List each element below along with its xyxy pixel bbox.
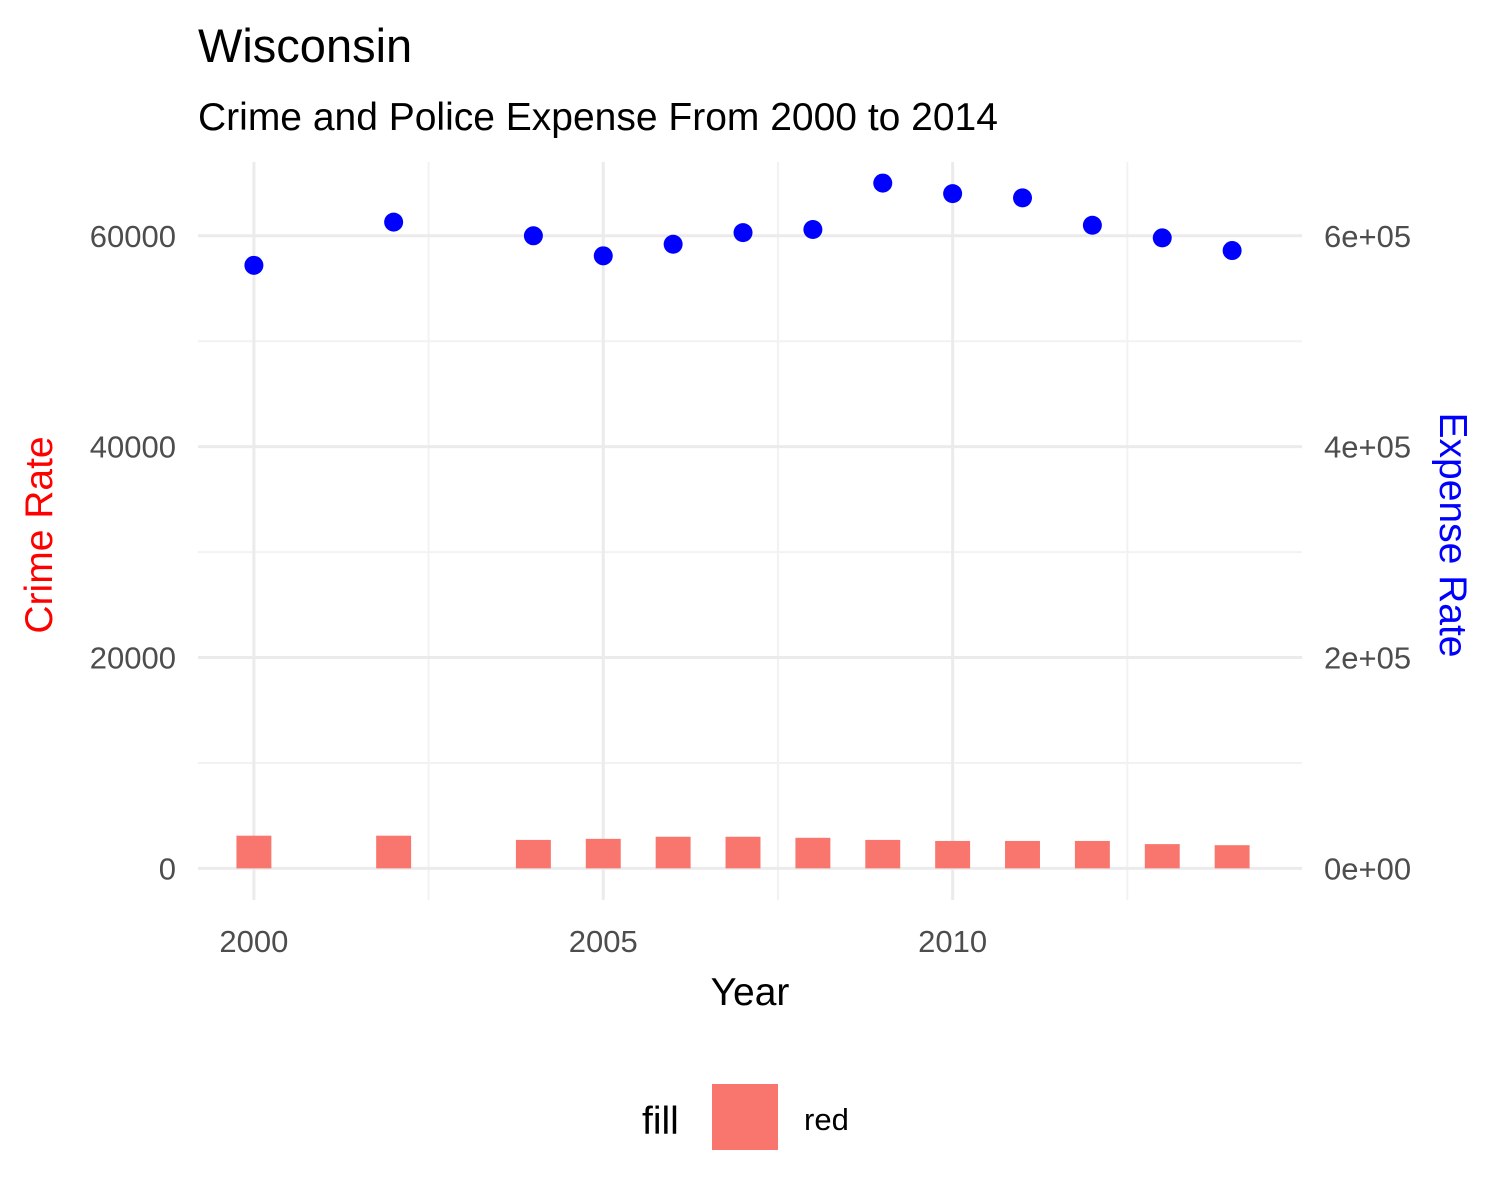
- x-tick-label: 2000: [219, 924, 288, 959]
- y-tick-labels: 0 20000 40000 60000: [90, 219, 176, 887]
- chart-subtitle: Crime and Police Expense From 2000 to 20…: [198, 96, 998, 139]
- x-tick-labels: 2000 2005 2010: [219, 924, 987, 959]
- y2-tick-label: 0e+00: [1324, 851, 1411, 886]
- expense-point: [1222, 241, 1242, 261]
- x-tick-label: 2010: [918, 924, 987, 959]
- expense-point: [1152, 228, 1172, 248]
- points: [244, 173, 1242, 275]
- y-tick-label: 60000: [90, 219, 176, 254]
- expense-point: [1013, 188, 1033, 208]
- crime-bar: [585, 838, 621, 869]
- crime-bar: [935, 840, 971, 869]
- y2-axis-title: Expense Rate: [1431, 413, 1474, 658]
- y2-tick-label: 4e+05: [1324, 430, 1411, 465]
- expense-point: [733, 223, 753, 243]
- x-tick-label: 2005: [569, 924, 638, 959]
- expense-point: [663, 234, 683, 254]
- expense-point: [803, 219, 823, 239]
- y2-tick-label: 2e+05: [1324, 641, 1411, 676]
- expense-point: [943, 184, 963, 204]
- crime-bar: [1214, 845, 1250, 869]
- crime-bar: [1074, 840, 1110, 869]
- y-tick-label: 0: [159, 851, 176, 886]
- y-tick-label: 40000: [90, 430, 176, 465]
- y-tick-label: 20000: [90, 641, 176, 676]
- expense-point: [593, 246, 613, 266]
- crime-bar: [795, 837, 831, 869]
- x-axis-title: Year: [711, 971, 790, 1014]
- crime-bar: [1005, 840, 1040, 869]
- legend-title: fill: [642, 1100, 679, 1143]
- expense-point: [244, 255, 264, 275]
- legend-key: [712, 1084, 778, 1150]
- expense-point: [873, 173, 893, 193]
- grid: [198, 162, 1302, 900]
- chart-title: Wisconsin: [198, 19, 412, 72]
- y2-tick-labels: 0e+00 2e+05 4e+05 6e+05: [1324, 219, 1411, 887]
- y2-tick-label: 6e+05: [1324, 219, 1411, 254]
- legend: fill red: [642, 1084, 849, 1150]
- expense-point: [384, 212, 404, 232]
- expense-point: [523, 226, 543, 246]
- crime-bar: [725, 836, 761, 869]
- crime-bar: [376, 835, 412, 869]
- crime-bar: [1144, 844, 1180, 869]
- expense-point: [1082, 215, 1102, 235]
- bars: [236, 835, 1250, 869]
- crime-bar: [236, 835, 272, 869]
- crime-bar: [865, 839, 901, 869]
- crime-bar: [655, 836, 691, 869]
- y-axis-title: Crime Rate: [18, 436, 61, 633]
- legend-label: red: [804, 1102, 849, 1137]
- crime-bar: [515, 839, 551, 869]
